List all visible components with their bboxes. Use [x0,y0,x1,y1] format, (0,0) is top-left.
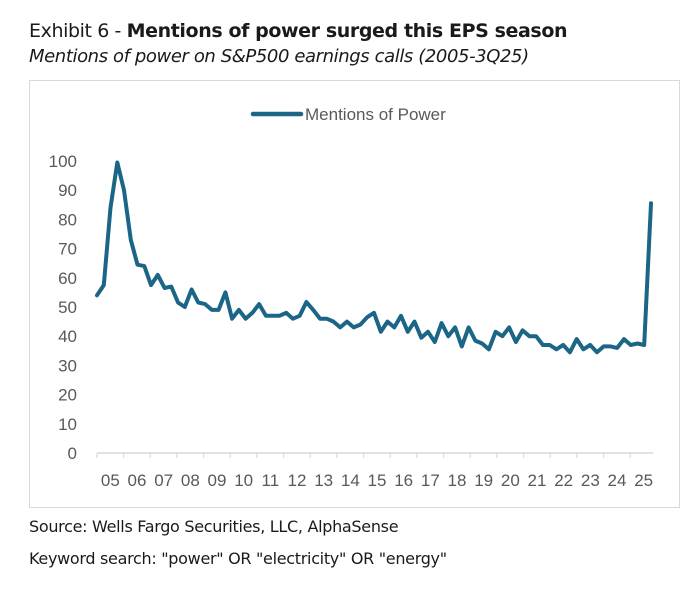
x-tick-label: 13 [314,471,333,490]
x-axis: 05 06 07 08 09 10 11 12 13 14 15 16 17 18 19 20 21 22 23 24… [96,452,653,490]
x-tick-label: 08 [181,471,200,490]
chart-title: Exhibit 6 - Mentions of power surged thi… [29,19,568,43]
x-tick-label: 18 [448,471,467,490]
x-tick-label: 22 [554,471,573,490]
source-note: Source: Wells Fargo Securities, LLC, Alp… [29,517,399,536]
x-tick-label: 05 [101,471,120,490]
y-tick-label: 10 [58,415,77,434]
y-tick-label: 50 [58,298,77,317]
chart-frame [29,80,680,508]
y-tick-label: 30 [58,356,77,375]
y-axis: 0 10 20 30 40 50 60 70 80 90 100 [49,152,77,463]
legend-label: Mentions of Power [305,105,446,124]
y-tick-label: 0 [68,444,77,463]
x-tick-label: 25 [634,471,653,490]
y-tick-label: 90 [58,181,77,200]
x-tick-label: 11 [262,471,280,490]
chart-subtitle: Mentions of power on S&P500 earnings cal… [29,46,529,67]
x-tick-label: 06 [128,471,147,490]
x-tick-label: 19 [474,471,493,490]
x-tick-label: 07 [154,471,173,490]
x-tick-label: 15 [368,471,387,490]
keyword-note: Keyword search: "power" OR "electricity"… [29,549,447,568]
x-tick-label: 16 [394,471,413,490]
exhibit-label: Exhibit 6 - [29,20,127,42]
x-tick-label: 14 [341,471,360,490]
x-tick-label: 23 [581,471,600,490]
x-tick-label: 20 [501,471,520,490]
series-group [95,160,653,355]
y-tick-label: 70 [58,240,77,259]
y-tick-label: 40 [58,327,77,346]
x-tick-label: 24 [608,471,627,490]
x-tick-label: 12 [288,471,307,490]
x-tick-label: 10 [234,471,253,490]
x-tick-label: 21 [528,471,547,490]
y-tick-label: 80 [58,210,77,229]
x-tick-label: 17 [421,471,440,490]
y-tick-label: 20 [58,386,77,405]
title-text: Mentions of power surged this EPS season [126,20,568,42]
y-tick-label: 60 [58,269,77,288]
y-tick-label: 100 [49,152,77,171]
x-tick-label: 09 [208,471,227,490]
series-line-mentions-of-power [95,160,653,355]
legend: Mentions of Power [250,105,446,124]
